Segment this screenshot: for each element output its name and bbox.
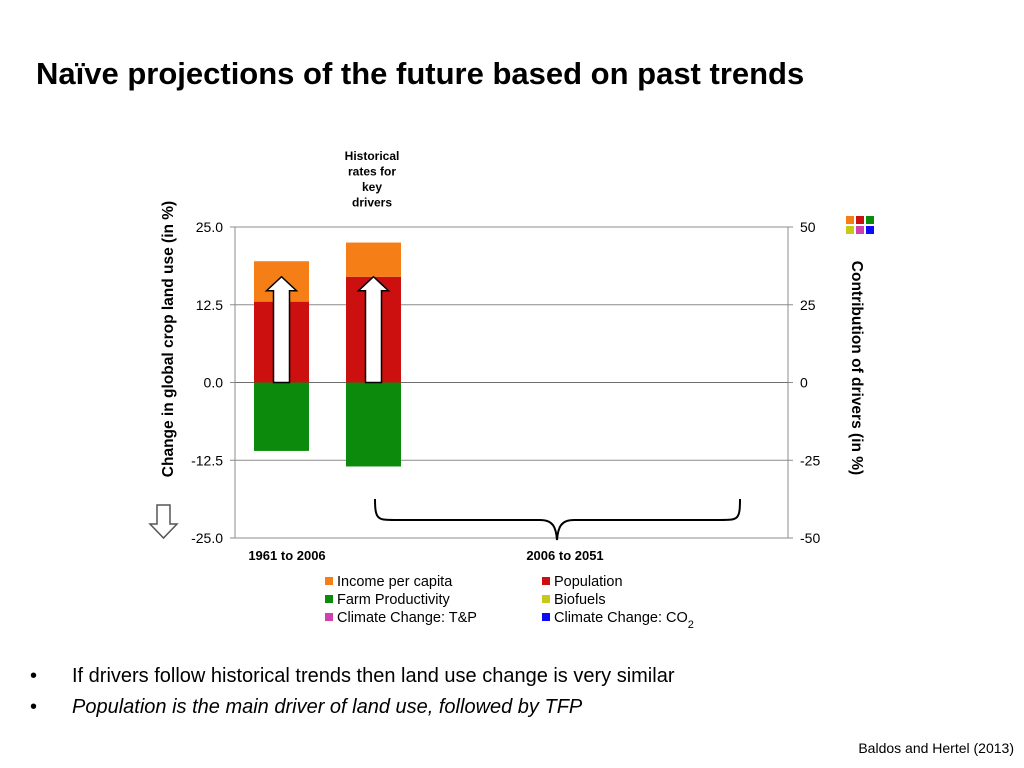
tick-label-left: 0.0 bbox=[204, 375, 224, 391]
legend-label: Climate Change: T&P bbox=[337, 610, 477, 626]
annotation-text: key bbox=[362, 180, 382, 194]
tick-label-right: 50 bbox=[800, 219, 816, 235]
legend-label-subscript: 2 bbox=[688, 619, 694, 631]
legend-label: Biofuels bbox=[554, 592, 606, 608]
legend-swatch bbox=[325, 613, 333, 621]
chart: 25.0 50 12.5 25 0.0 0 -12.5 -25 -25.0 -50 Historic… bbox=[148, 149, 874, 631]
color-key-swatch bbox=[846, 226, 854, 234]
bullet-item: • Population is the main driver of land u… bbox=[30, 693, 674, 724]
tick-label-right: 0 bbox=[800, 375, 808, 391]
tick-label-left: 12.5 bbox=[196, 297, 223, 313]
legend-label: Climate Change: CO2 bbox=[554, 610, 694, 631]
bullet-text: Population is the main driver of land us… bbox=[72, 696, 583, 718]
projection-brace bbox=[374, 498, 741, 541]
net-change-arrow bbox=[356, 275, 391, 384]
period-label: 1961 to 2006 bbox=[248, 548, 325, 563]
tick-label-left: 25.0 bbox=[196, 219, 223, 235]
legend-label: Farm Productivity bbox=[337, 592, 451, 608]
color-key-swatch bbox=[866, 216, 874, 224]
legend-swatch bbox=[542, 577, 550, 585]
annotation-text: Historical bbox=[345, 149, 400, 163]
annotation-text: drivers bbox=[352, 196, 392, 210]
y-axis-label-left: Change in global crop land use (in %) bbox=[160, 201, 177, 477]
tick-label-right: -25 bbox=[800, 452, 820, 468]
bullet-item: • If drivers follow historical trends the… bbox=[30, 662, 674, 693]
y-axis-label-right: Contribution of drivers (in %) bbox=[848, 261, 865, 475]
citation: Baldos and Hertel (2013) bbox=[858, 740, 1014, 756]
legend-label: Population bbox=[554, 574, 623, 590]
legend-swatch bbox=[325, 577, 333, 585]
legend-swatch bbox=[542, 613, 550, 621]
bar-segment-income bbox=[346, 242, 401, 277]
bullet-list: • If drivers follow historical trends the… bbox=[30, 662, 674, 724]
legend-label: Income per capita bbox=[337, 574, 453, 590]
legend-swatch bbox=[325, 595, 333, 603]
legend-swatch bbox=[542, 595, 550, 603]
tick-label-right: 25 bbox=[800, 297, 816, 313]
color-key-swatch bbox=[856, 226, 864, 234]
tick-label-left: -12.5 bbox=[191, 452, 223, 468]
bullet-text: If drivers follow historical trends then… bbox=[72, 665, 675, 687]
color-key-swatch bbox=[866, 226, 874, 234]
period-label: 2006 to 2051 bbox=[526, 548, 603, 563]
slide-title: Naïve projections of the future based on… bbox=[36, 56, 805, 91]
color-key-swatch bbox=[846, 216, 854, 224]
bar-segment-farm-productivity bbox=[346, 382, 401, 467]
bullet-dot: • bbox=[30, 696, 38, 718]
bar-segment-farm-productivity bbox=[254, 382, 309, 451]
tick-label-right: -50 bbox=[800, 530, 820, 546]
net-change-arrow bbox=[264, 275, 299, 384]
bullet-dot: • bbox=[30, 665, 38, 687]
annotation-text: rates for bbox=[348, 165, 396, 179]
color-key-swatch bbox=[856, 216, 864, 224]
tick-label-left: -25.0 bbox=[191, 530, 223, 546]
down-arrow-icon bbox=[148, 504, 179, 540]
